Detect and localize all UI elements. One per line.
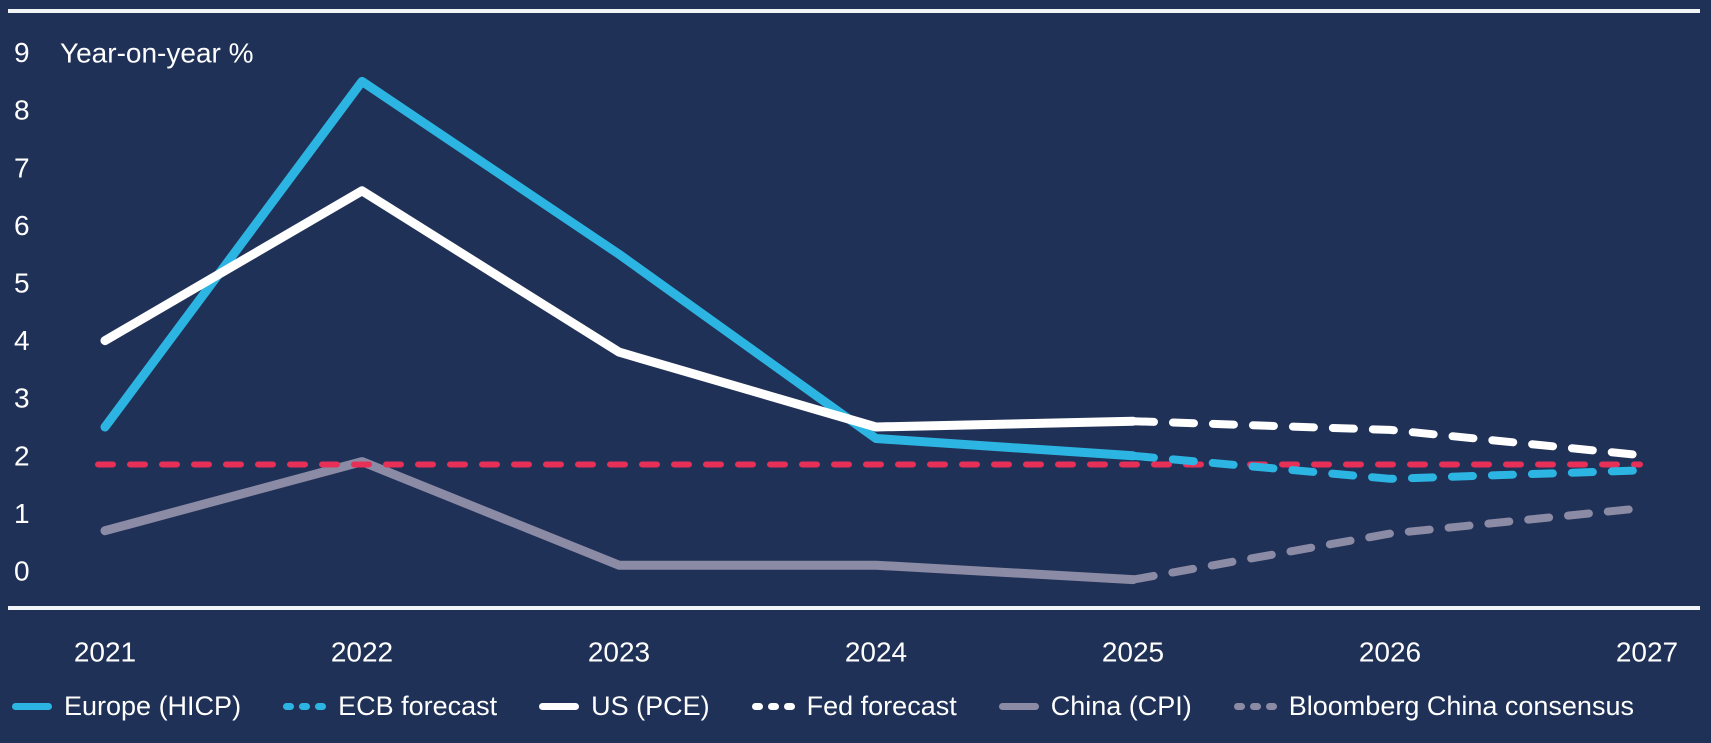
legend-swatch-solid-china-cpi: [998, 703, 1039, 710]
y-axis-tick-label-4: 4: [14, 325, 30, 356]
x-axis-tick-label-2024: 2024: [845, 637, 907, 668]
y-axis-tick-label-1: 1: [14, 498, 30, 529]
legend-dash-sample: [767, 703, 779, 710]
legend-item-ecb-forecast: ECB forecast: [283, 691, 497, 722]
legend-dash-sample: [1233, 703, 1245, 710]
legend-label-ecb-forecast: ECB forecast: [338, 691, 498, 721]
legend-swatch-dashed-fed-forecast: [751, 703, 795, 710]
x-axis-tick-label-2027: 2027: [1616, 637, 1678, 668]
legend-dash-sample: [283, 703, 295, 710]
x-axis-tick-label-2026: 2026: [1359, 637, 1421, 668]
legend-dash-sample: [1249, 703, 1261, 710]
legend-swatch-solid-us-pce: [539, 703, 580, 710]
series-line-us-pce: [100, 186, 1138, 432]
legend-dash-sample: [783, 703, 795, 710]
x-axis-tick-label-2021: 2021: [74, 637, 136, 668]
y-axis-tick-label-6: 6: [14, 210, 30, 241]
y-axis-tick-label-5: 5: [14, 268, 30, 299]
legend-label-us-pce: US (PCE): [591, 691, 710, 721]
chart-legend: Europe (HICP) ECB forecast US (PCE) Fed for…: [12, 691, 1634, 722]
legend-line-sample: [998, 703, 1039, 710]
series-line-bloomberg-china-consensus: [1129, 503, 1651, 584]
legend-label-china-cpi: China (CPI): [1050, 691, 1192, 721]
legend-swatch-solid-europe-hicp: [12, 703, 52, 710]
y-axis-tick-label-2: 2: [14, 440, 30, 471]
y-axis-tick-label-0: 0: [14, 556, 30, 587]
legend-line-sample: [539, 703, 580, 710]
series-line-europe-hicp: [100, 76, 1138, 461]
legend-item-fed-forecast: Fed forecast: [751, 691, 957, 722]
legend-item-china-cpi: China (CPI): [998, 691, 1192, 722]
y-axis-tick-label-7: 7: [14, 152, 30, 183]
y-axis-tick-label-3: 3: [14, 383, 30, 414]
legend-line-sample: [12, 703, 52, 710]
legend-item-us-pce: US (PCE): [539, 691, 710, 722]
legend-dash-sample: [315, 703, 327, 710]
legend-label-bloomberg-china-consensus: Bloomberg China consensus: [1288, 691, 1634, 721]
legend-swatch-dashed-ecb-forecast: [283, 703, 327, 710]
legend-label-europe-hicp: Europe (HICP): [64, 691, 242, 721]
legend-dash-sample: [1265, 703, 1277, 710]
x-axis-tick-label-2022: 2022: [331, 637, 393, 668]
legend-dash-sample: [299, 703, 311, 710]
series-line-ecb-forecast: [1129, 451, 1651, 483]
legend-item-europe-hicp: Europe (HICP): [12, 691, 241, 722]
legend-dash-sample: [751, 703, 763, 710]
y-axis-unit-label: Year-on-year %: [60, 38, 254, 69]
series-line-china-cpi: [100, 457, 1138, 585]
legend-label-fed-forecast: Fed forecast: [806, 691, 957, 721]
x-axis-tick-label-2025: 2025: [1102, 637, 1164, 668]
series-line-fed-forecast: [1129, 417, 1651, 460]
x-axis-tick-label-2023: 2023: [588, 637, 650, 668]
legend-swatch-dashed-bloomberg-china-consensus: [1233, 703, 1277, 710]
legend-item-bloomberg-china-consensus: Bloomberg China consensus: [1233, 691, 1634, 722]
y-axis-tick-label-8: 8: [14, 95, 30, 126]
y-axis-tick-label-9: 9: [14, 37, 30, 68]
